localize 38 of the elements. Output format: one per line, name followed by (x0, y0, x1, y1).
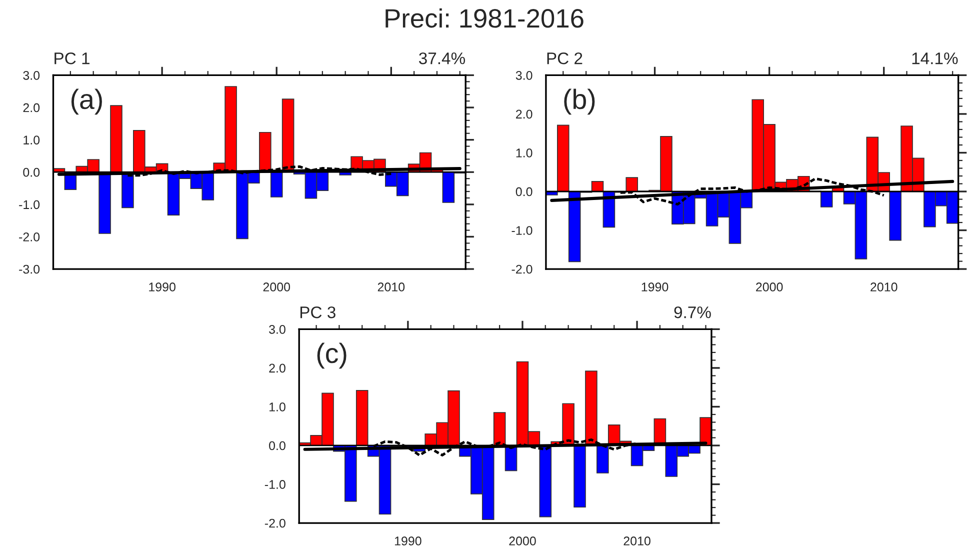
x-tick-label: 1990 (642, 282, 668, 292)
chart-title: PC 2 (547, 52, 582, 64)
text: Preci: 1981-2016 (386, 8, 584, 28)
y-tick-label: -2.0 (19, 232, 40, 242)
y-tick-label: 1.0 (516, 148, 532, 158)
x-tick-label: 2010 (378, 282, 405, 292)
x-tick-label: 2010 (870, 282, 898, 292)
y-tick-label: -1.0 (19, 200, 40, 210)
y-tick-label: 3.0 (23, 70, 40, 80)
y-tick-label: 0.0 (23, 168, 40, 177)
chart-subtitle: 37.4% (418, 52, 466, 64)
chart-subtitle: 14.1% (912, 52, 958, 64)
y-tick-label: 2.0 (269, 364, 286, 373)
chart-title: PC 1 (54, 52, 90, 64)
annotation: (b) (564, 88, 595, 115)
chart-title: PC 3 (300, 306, 336, 318)
x-tick-label: 1990 (394, 536, 422, 546)
y-tick-label: -3.0 (19, 264, 40, 274)
y-tick-label: 2.0 (516, 110, 532, 119)
x-tick-label: 2010 (624, 536, 650, 546)
x-tick-label: 1990 (149, 282, 176, 292)
y-tick-label: 0.0 (269, 441, 286, 450)
x-tick-label: 2000 (756, 282, 783, 292)
y-tick-label: 3.0 (516, 70, 532, 80)
y-tick-label: -1.0 (512, 226, 532, 235)
y-tick-label: -2.0 (512, 264, 532, 274)
y-tick-label: 0.0 (516, 187, 532, 196)
y-tick-label: 3.0 (269, 324, 286, 334)
y-tick-label: -2.0 (264, 518, 286, 528)
x-tick-label: 2000 (509, 536, 536, 546)
x-tick-label: 2000 (263, 282, 290, 292)
chart-subtitle: 9.7% (674, 306, 711, 318)
y-tick-label: 2.0 (23, 103, 40, 112)
y-tick-label: 1.0 (24, 136, 40, 144)
y-tick-label: -1.0 (264, 480, 286, 489)
annotation: (c) (317, 342, 346, 369)
annotation: (a) (71, 88, 102, 115)
y-tick-label: 1.0 (269, 402, 286, 412)
